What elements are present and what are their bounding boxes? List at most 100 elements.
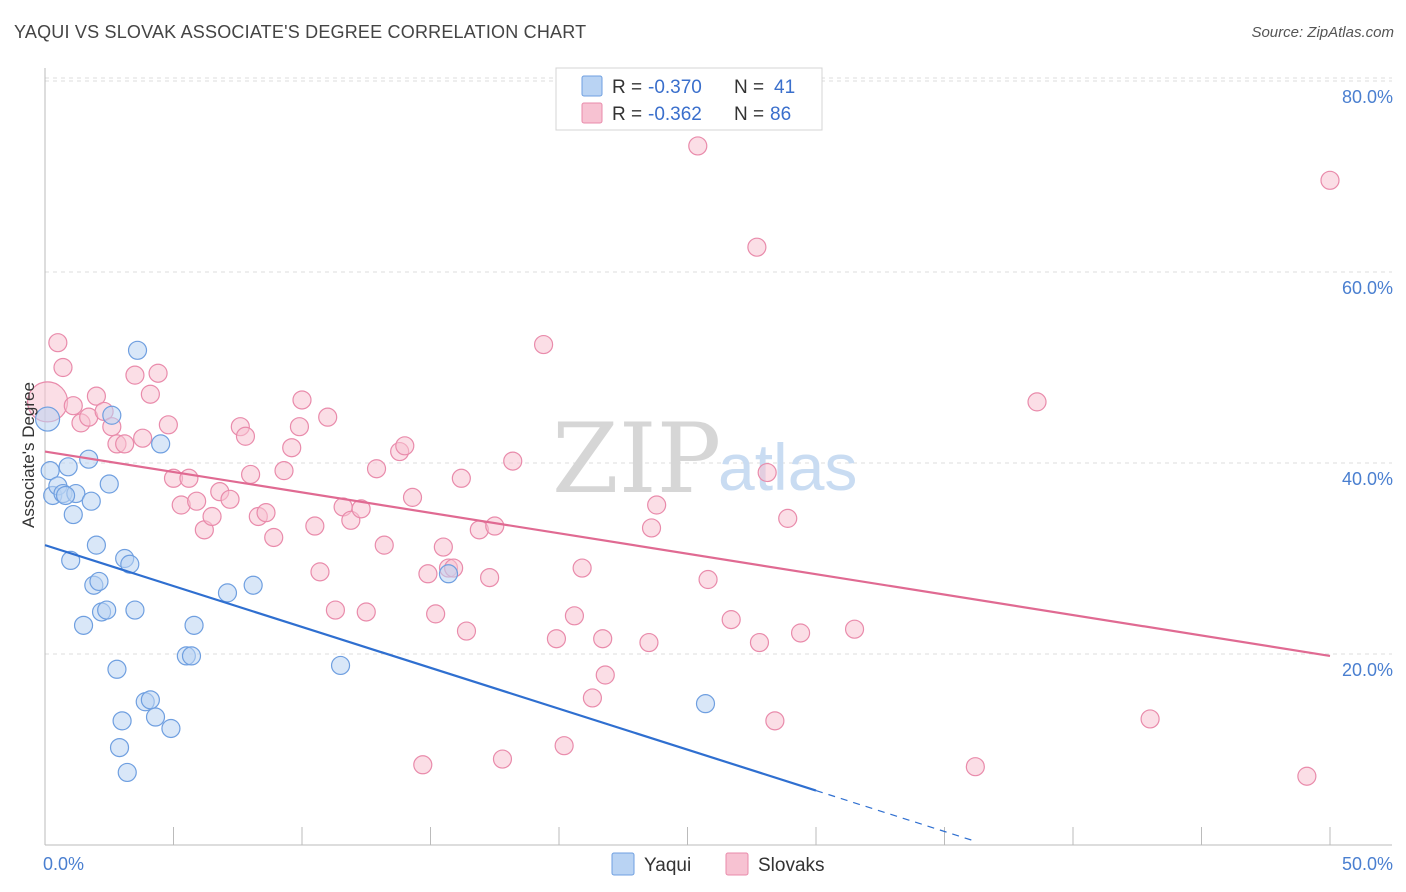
slovaks-point [63, 396, 83, 416]
yaqui-point [217, 583, 238, 603]
slovaks-point [220, 489, 240, 509]
watermark-atlas: atlas [718, 430, 857, 504]
y-axis-label: Associate's Degree [19, 382, 38, 528]
slovaks-point [647, 495, 667, 515]
slovaks-point [426, 604, 446, 624]
slovaks-trend-line [44, 450, 1331, 657]
yaqui-point [438, 564, 459, 584]
slovaks-point [202, 506, 222, 527]
yaqui-trend-extension [815, 789, 976, 842]
slovaks-point [351, 499, 371, 519]
yaqui-point [89, 571, 109, 592]
yaqui-point [109, 737, 130, 758]
y-tick-label: 80.0% [1342, 87, 1393, 107]
slovaks-point [639, 632, 659, 653]
yaqui-point [161, 718, 181, 739]
yaqui-point [112, 711, 132, 731]
slovaks-point [158, 415, 178, 435]
yaqui-point [151, 434, 171, 454]
yaqui-point [102, 405, 122, 425]
yaqui-point [107, 659, 127, 679]
slovaks-n-value: 86 [770, 104, 791, 125]
yaqui-point [184, 615, 204, 635]
x-tick-label: 0.0% [43, 854, 84, 874]
slovaks-point [765, 711, 785, 731]
yaqui-series-label: Yaqui [644, 855, 691, 876]
slovaks-point [1297, 766, 1317, 786]
slovaks-point [413, 755, 433, 775]
slovaks-point [140, 384, 160, 404]
trend-lines [44, 450, 1331, 842]
slovaks-point [485, 516, 505, 536]
slovaks-r-label: R = [612, 104, 642, 125]
y-tick-label: 60.0% [1342, 278, 1393, 298]
yaqui-point [330, 655, 351, 676]
yaqui-point [34, 406, 61, 432]
slovaks-point [325, 600, 346, 620]
yaqui-point [140, 690, 160, 710]
yaqui-series-swatch [611, 852, 635, 876]
slovaks-legend-swatch [581, 102, 603, 124]
slovaks-point [235, 426, 256, 446]
slovaks-point [778, 508, 798, 528]
slovaks-point [310, 562, 330, 582]
gridlines [45, 77, 1392, 655]
y-tick-label: 40.0% [1342, 469, 1393, 489]
yaqui-point [58, 457, 78, 477]
slovaks-point [790, 623, 811, 643]
yaqui-r-value: -0.370 [648, 77, 702, 98]
slovaks-point [451, 468, 471, 488]
slovaks-r-value: -0.362 [648, 104, 702, 125]
source-label: Source: ZipAtlas.com [1251, 24, 1394, 41]
slovaks-point [533, 334, 554, 355]
slovaks-point [698, 569, 718, 590]
yaqui-point [40, 461, 60, 481]
yaqui-point [695, 694, 716, 714]
slovaks-point [133, 428, 153, 448]
watermark-zip: ZIP [552, 403, 721, 515]
slovaks-point [844, 619, 865, 639]
slovaks-point [433, 537, 453, 557]
slovaks-point [757, 462, 777, 483]
slovaks-point [292, 390, 312, 410]
slovaks-series-swatch [725, 852, 749, 876]
slovaks-point [582, 688, 603, 708]
yaqui-point [127, 340, 148, 360]
yaqui-point [117, 762, 137, 783]
chart-title: YAQUI VS SLOVAK ASSOCIATE'S DEGREE CORRE… [14, 22, 587, 42]
yaqui-n-label: N = [734, 77, 764, 98]
yaqui-point [73, 615, 94, 635]
slovaks-point [554, 736, 574, 756]
slovaks-point [456, 621, 477, 641]
slovaks-point [1027, 392, 1047, 412]
yaqui-legend-swatch [581, 75, 603, 97]
slovaks-point [356, 602, 376, 622]
slovaks-point [688, 136, 708, 156]
slovaks-point [418, 564, 438, 584]
y-tick-label: 20.0% [1342, 660, 1393, 680]
x-tick-label: 50.0% [1342, 854, 1393, 874]
slovaks-point [395, 436, 415, 456]
yaqui-point [55, 485, 76, 506]
slovaks-point [503, 451, 523, 471]
slovaks-point [480, 567, 500, 588]
slovaks-point [48, 333, 68, 353]
slovaks-point [402, 487, 423, 507]
slovaks-point [53, 357, 73, 378]
yaqui-point [63, 504, 83, 525]
yaqui-n-value: 41 [774, 77, 795, 98]
slovaks-point [148, 363, 168, 383]
slovaks-point [241, 464, 261, 485]
yaqui-point [243, 575, 263, 595]
slovaks-point [264, 527, 284, 548]
slovaks-point [305, 516, 325, 536]
slovaks-point [641, 518, 662, 538]
slovaks-point [572, 558, 592, 578]
yaqui-point [145, 707, 166, 727]
slovaks-point [282, 438, 302, 458]
slovaks-point [1140, 709, 1160, 729]
slovaks-point [289, 417, 310, 437]
slovaks-series-label: Slovaks [758, 855, 825, 876]
yaqui-point [97, 600, 117, 620]
